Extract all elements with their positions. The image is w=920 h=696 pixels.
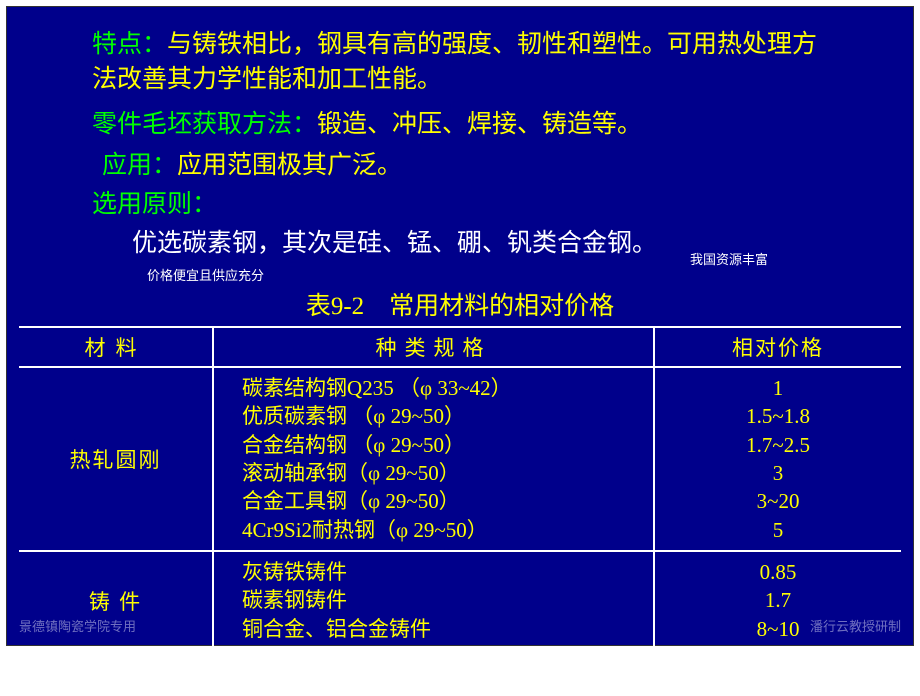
footer-right: 潘行云教授研制 (810, 616, 901, 635)
spec-item: 合金工具钢（φ 29~50） (222, 487, 645, 515)
price-item: 3 (663, 459, 893, 487)
footer-left: 景德镇陶瓷学院专用 (19, 616, 136, 635)
cell-prices: 1 1.5~1.8 1.7~2.5 3 3~20 5 (654, 367, 901, 551)
header-type: 种类规格 (213, 327, 654, 367)
spec-item: 碳素结构钢Q235 （φ 33~42） (222, 374, 645, 402)
table-wrapper: 材料 种类规格 相对价格 热轧圆刚 碳素结构钢Q235 （φ 33~42） 优质… (7, 326, 913, 649)
header-price: 相对价格 (654, 327, 901, 367)
label-principle: 选用原则： (92, 191, 217, 218)
note-resource: 我国资源丰富 (690, 249, 768, 268)
para-application: 应用：应用范围极其广泛。 (92, 148, 828, 183)
spec-item: 铜合金、铝合金铸件 (222, 615, 645, 643)
table-header-row: 材料 种类规格 相对价格 (19, 327, 901, 367)
price-item: 1 (663, 374, 893, 402)
para-methods: 零件毛坯获取方法：锻造、冲压、焊接、铸造等。 (92, 107, 828, 142)
cell-specs: 碳素结构钢Q235 （φ 33~42） 优质碳素钢 （φ 29~50） 合金结构… (213, 367, 654, 551)
text-content: 特点：与铸铁相比，钢具有高的强度、韧性和塑性。可用热处理方法改善其力学性能和加工… (7, 27, 913, 284)
price-item: 1.5~1.8 (663, 402, 893, 430)
spec-item: 滚动轴承钢（φ 29~50） (222, 459, 645, 487)
text-methods: 锻造、冲压、焊接、铸造等。 (317, 111, 642, 138)
text-features: 与铸铁相比，钢具有高的强度、韧性和塑性。可用热处理方法改善其力学性能和加工性能。 (92, 31, 817, 93)
header-material: 材料 (19, 327, 213, 367)
spec-item: 灰铸铁铸件 (222, 558, 645, 586)
price-item: 1.7~2.5 (663, 431, 893, 459)
spec-item: 碳素钢铸件 (222, 586, 645, 614)
cell-specs: 灰铸铁铸件 碳素钢铸件 铜合金、铝合金铸件 (213, 551, 654, 649)
spec-item: 4Cr9Si2耐热钢（φ 29~50） (222, 516, 645, 544)
price-item: 5 (663, 516, 893, 544)
price-item: 3~20 (663, 487, 893, 515)
para-features: 特点：与铸铁相比，钢具有高的强度、韧性和塑性。可用热处理方法改善其力学性能和加工… (92, 27, 828, 97)
table-row: 热轧圆刚 碳素结构钢Q235 （φ 33~42） 优质碳素钢 （φ 29~50）… (19, 367, 901, 551)
para-principle: 选用原则： (92, 187, 828, 222)
slide-container: 特点：与铸铁相比，钢具有高的强度、韧性和塑性。可用热处理方法改善其力学性能和加工… (6, 6, 914, 646)
spec-item: 合金结构钢 （φ 29~50） (222, 431, 645, 459)
table-title: 表9-2 常用材料的相对价格 (7, 286, 913, 322)
label-methods: 零件毛坯获取方法： (92, 111, 317, 138)
price-item: 0.85 (663, 558, 893, 586)
text-application: 应用范围极其广泛。 (177, 152, 402, 179)
label-application: 应用： (102, 152, 177, 179)
materials-table: 材料 种类规格 相对价格 热轧圆刚 碳素结构钢Q235 （φ 33~42） 优质… (19, 326, 901, 649)
price-item: 1.7 (663, 586, 893, 614)
table-row: 铸 件 灰铸铁铸件 碳素钢铸件 铜合金、铝合金铸件 0.85 1.7 8~10 (19, 551, 901, 649)
cell-material: 热轧圆刚 (19, 367, 213, 551)
spec-item: 优质碳素钢 （φ 29~50） (222, 402, 645, 430)
label-features: 特点： (92, 31, 167, 58)
